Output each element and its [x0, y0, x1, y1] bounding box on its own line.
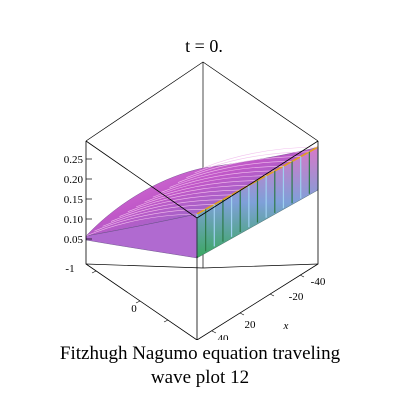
figure-caption: Fitzhugh Nagumo equation traveling wave … — [0, 342, 400, 390]
z-tick-label: 0.20 — [64, 174, 84, 186]
caption-line-1: Fitzhugh Nagumo equation traveling — [59, 343, 341, 364]
y-tick-mark — [163, 319, 169, 323]
x-axis-label: x — [283, 320, 289, 332]
mesh-line — [127, 189, 241, 212]
z-axis: 0.05 0.10 0.15 0.20 0.25 — [64, 154, 92, 246]
x-tick-label: 20 — [245, 319, 257, 331]
y-tick-mark — [135, 300, 141, 304]
box-front-right-edges — [196, 141, 319, 340]
mesh-line — [110, 199, 223, 222]
surface — [85, 146, 319, 259]
y-axis: -1 0 — [65, 263, 169, 323]
x-tick-label: 40 — [218, 333, 230, 340]
plot-area: t = 0. 0.05 0.10 0.15 0.20 0.25 -1 0 — [64, 36, 326, 340]
mesh-line — [169, 165, 284, 188]
mesh-line — [194, 151, 310, 174]
box-back-bottom-right — [202, 263, 319, 269]
mesh-line — [85, 213, 198, 237]
x-tick-label: -20 — [289, 291, 304, 303]
caption-line-2: wave plot 12 — [150, 367, 250, 388]
x-axis: 40 20 -20 -40 — [211, 274, 326, 340]
x-tick-mark — [211, 330, 217, 334]
mesh-line — [144, 180, 258, 203]
x-tick-label: -40 — [311, 276, 326, 288]
x-tick-mark — [269, 293, 275, 297]
z-tick-label: 0.05 — [64, 234, 84, 246]
mesh-line — [136, 184, 249, 208]
mesh-line — [102, 204, 215, 227]
y-tick-label: 0 — [131, 303, 137, 315]
x-tick-mark — [299, 274, 305, 278]
mesh-line — [202, 146, 319, 169]
box-front-top-left — [85, 140, 198, 219]
y-tick-mark — [91, 270, 97, 274]
mesh-line — [186, 156, 301, 178]
mesh-line — [161, 170, 275, 193]
mesh-line — [177, 161, 293, 183]
x-tick-mark — [239, 312, 245, 316]
mesh-line — [152, 175, 267, 198]
z-tick-label: 0.25 — [64, 154, 84, 166]
z-tick-label: 0.10 — [64, 214, 84, 226]
mesh-line — [94, 208, 206, 232]
box-back-top-edges — [85, 61, 319, 142]
box-front-left-edges — [85, 141, 198, 340]
y-tick-label: -1 — [65, 263, 74, 275]
chart-title: t = 0. — [185, 36, 223, 56]
box-front-top-right — [196, 140, 319, 219]
z-tick-label: 0.15 — [64, 194, 84, 206]
bounding-box-front — [85, 140, 319, 340]
box-back-bottom-left — [85, 263, 204, 269]
